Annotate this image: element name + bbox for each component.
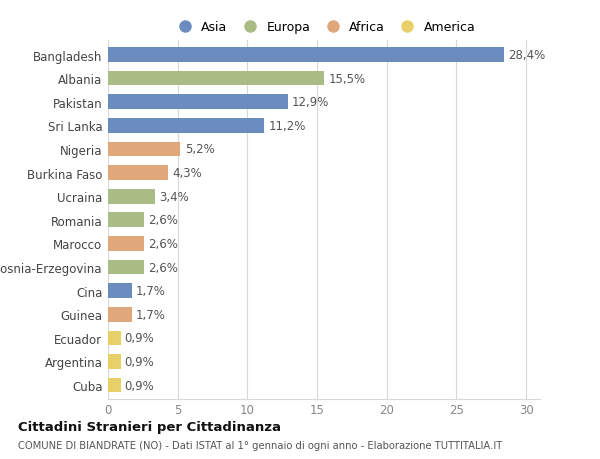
Bar xyxy=(108,331,121,345)
Bar xyxy=(108,236,144,251)
Text: 5,2%: 5,2% xyxy=(185,143,214,156)
Bar xyxy=(108,119,264,134)
Bar xyxy=(108,166,168,180)
Bar xyxy=(108,284,131,298)
Text: 0,9%: 0,9% xyxy=(125,355,154,368)
Text: 1,7%: 1,7% xyxy=(136,308,166,321)
Bar xyxy=(108,213,144,228)
Text: COMUNE DI BIANDRATE (NO) - Dati ISTAT al 1° gennaio di ogni anno - Elaborazione : COMUNE DI BIANDRATE (NO) - Dati ISTAT al… xyxy=(18,440,502,450)
Text: 11,2%: 11,2% xyxy=(268,120,305,133)
Bar xyxy=(108,260,144,275)
Text: 0,9%: 0,9% xyxy=(125,379,154,392)
Text: Cittadini Stranieri per Cittadinanza: Cittadini Stranieri per Cittadinanza xyxy=(18,420,281,433)
Text: 4,3%: 4,3% xyxy=(172,167,202,179)
Text: 15,5%: 15,5% xyxy=(328,73,365,85)
Bar xyxy=(108,190,155,204)
Text: 3,4%: 3,4% xyxy=(160,190,190,203)
Text: 1,7%: 1,7% xyxy=(136,285,166,297)
Bar xyxy=(108,72,324,86)
Text: 2,6%: 2,6% xyxy=(148,237,178,250)
Text: 12,9%: 12,9% xyxy=(292,96,329,109)
Bar xyxy=(108,307,131,322)
Text: 28,4%: 28,4% xyxy=(508,49,545,62)
Bar xyxy=(108,48,504,63)
Text: 0,9%: 0,9% xyxy=(125,331,154,345)
Bar xyxy=(108,354,121,369)
Text: 2,6%: 2,6% xyxy=(148,261,178,274)
Text: 2,6%: 2,6% xyxy=(148,214,178,227)
Bar xyxy=(108,378,121,392)
Bar xyxy=(108,142,181,157)
Bar xyxy=(108,95,288,110)
Legend: Asia, Europa, Africa, America: Asia, Europa, Africa, America xyxy=(170,19,478,37)
